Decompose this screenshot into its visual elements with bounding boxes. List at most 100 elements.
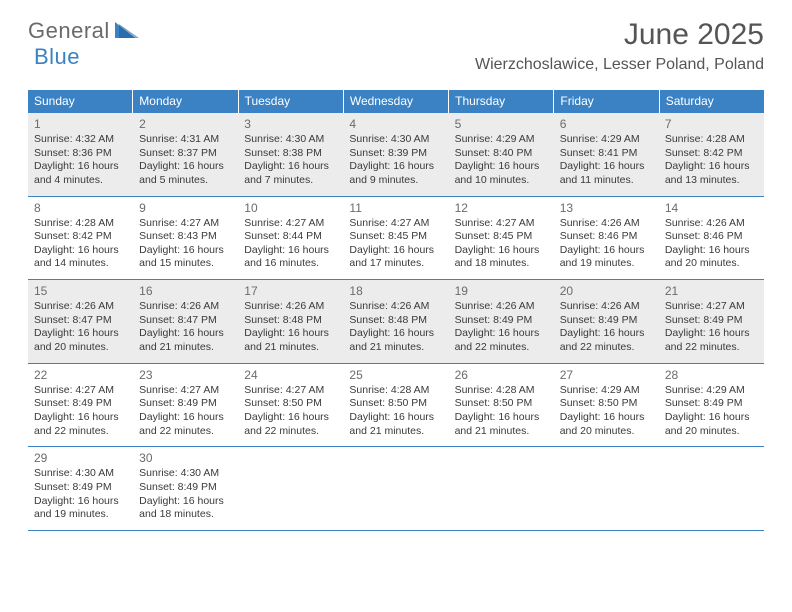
sunrise-line: Sunrise: 4:27 AM xyxy=(349,217,442,231)
daylight-line: Daylight: 16 hours and 18 minutes. xyxy=(139,495,232,522)
sunrise-line: Sunrise: 4:29 AM xyxy=(560,133,653,147)
sunset-line: Sunset: 8:44 PM xyxy=(244,230,337,244)
sunrise-line: Sunrise: 4:31 AM xyxy=(139,133,232,147)
day-cell: 11Sunrise: 4:27 AMSunset: 8:45 PMDayligh… xyxy=(343,197,448,280)
sunrise-line: Sunrise: 4:27 AM xyxy=(244,384,337,398)
day-cell: 24Sunrise: 4:27 AMSunset: 8:50 PMDayligh… xyxy=(238,364,343,447)
day-number: 24 xyxy=(244,368,337,382)
week-row: 8 Sunrise: 4:28 AMSunset: 8:42 PM Daylight… xyxy=(28,197,764,281)
daylight-line: Daylight: 16 hours and 22 minutes. xyxy=(665,327,758,354)
weeks-container: 1 Sunrise: 4:32 AMSunset: 8:36 PM Daylight… xyxy=(28,113,764,531)
sunset-line: Sunset: 8:49 PM xyxy=(455,314,548,328)
sunrise-line: Sunrise: 4:28 AM xyxy=(34,217,127,231)
daylight-line: Daylight: 16 hours and 13 minutes. xyxy=(665,160,758,187)
sunrise-line: Sunrise: 4:30 AM xyxy=(244,133,337,147)
day-cell: 2 Sunrise: 4:31 AMSunset: 8:37 PMDaylight… xyxy=(133,113,238,196)
weekday-header-row: SundayMondayTuesdayWednesdayThursdayFrid… xyxy=(28,90,764,113)
day-number: 3 xyxy=(244,117,337,131)
daylight-line: Daylight: 16 hours and 15 minutes. xyxy=(139,244,232,271)
sunset-line: Sunset: 8:49 PM xyxy=(139,481,232,495)
sunrise-line: Sunrise: 4:26 AM xyxy=(560,300,653,314)
day-number: 15 xyxy=(34,284,127,298)
sunset-line: Sunset: 8:50 PM xyxy=(349,397,442,411)
day-cell xyxy=(449,447,554,530)
daylight-line: Daylight: 16 hours and 21 minutes. xyxy=(455,411,548,438)
day-cell: 16Sunrise: 4:26 AMSunset: 8:47 PMDayligh… xyxy=(133,280,238,363)
day-number: 29 xyxy=(34,451,127,465)
day-number: 7 xyxy=(665,117,758,131)
sunset-line: Sunset: 8:40 PM xyxy=(455,147,548,161)
day-number: 1 xyxy=(34,117,127,131)
sunset-line: Sunset: 8:47 PM xyxy=(139,314,232,328)
day-number: 23 xyxy=(139,368,232,382)
sunset-line: Sunset: 8:36 PM xyxy=(34,147,127,161)
day-number: 2 xyxy=(139,117,232,131)
day-number: 8 xyxy=(34,201,127,215)
weekday-header-saturday: Saturday xyxy=(660,90,764,113)
day-cell: 20Sunrise: 4:26 AMSunset: 8:49 PMDayligh… xyxy=(554,280,659,363)
day-cell xyxy=(343,447,448,530)
sunset-line: Sunset: 8:49 PM xyxy=(560,314,653,328)
sunrise-line: Sunrise: 4:29 AM xyxy=(560,384,653,398)
day-number: 12 xyxy=(455,201,548,215)
sunrise-line: Sunrise: 4:32 AM xyxy=(34,133,127,147)
location-subtitle: Wierzchoslawice, Lesser Poland, Poland xyxy=(475,56,764,74)
day-number: 22 xyxy=(34,368,127,382)
day-number: 9 xyxy=(139,201,232,215)
daylight-line: Daylight: 16 hours and 21 minutes. xyxy=(349,327,442,354)
sunrise-line: Sunrise: 4:28 AM xyxy=(665,133,758,147)
daylight-line: Daylight: 16 hours and 19 minutes. xyxy=(560,244,653,271)
daylight-line: Daylight: 16 hours and 21 minutes. xyxy=(349,411,442,438)
daylight-line: Daylight: 16 hours and 21 minutes. xyxy=(244,327,337,354)
sunset-line: Sunset: 8:42 PM xyxy=(665,147,758,161)
day-cell: 23Sunrise: 4:27 AMSunset: 8:49 PMDayligh… xyxy=(133,364,238,447)
sunset-line: Sunset: 8:49 PM xyxy=(34,481,127,495)
month-title: June 2025 xyxy=(475,18,764,52)
sunset-line: Sunset: 8:37 PM xyxy=(139,147,232,161)
week-row: 1 Sunrise: 4:32 AMSunset: 8:36 PM Daylight… xyxy=(28,113,764,197)
sunset-line: Sunset: 8:47 PM xyxy=(34,314,127,328)
day-cell: 25Sunrise: 4:28 AMSunset: 8:50 PMDayligh… xyxy=(343,364,448,447)
sunrise-line: Sunrise: 4:27 AM xyxy=(139,384,232,398)
day-cell: 13 Sunrise: 4:26 AMSunset: 8:46 PMDayligh… xyxy=(554,197,659,280)
sunset-line: Sunset: 8:46 PM xyxy=(560,230,653,244)
sunset-line: Sunset: 8:42 PM xyxy=(34,230,127,244)
day-cell: 28Sunrise: 4:29 AMSunset: 8:49 PMDayligh… xyxy=(659,364,764,447)
day-cell xyxy=(554,447,659,530)
day-cell: 8Sunrise: 4:28 AMSunset: 8:42 PMDaylight… xyxy=(28,197,133,280)
sunrise-line: Sunrise: 4:29 AM xyxy=(455,133,548,147)
day-number: 19 xyxy=(455,284,548,298)
weekday-header-sunday: Sunday xyxy=(28,90,133,113)
day-number: 21 xyxy=(665,284,758,298)
day-number: 20 xyxy=(560,284,653,298)
sunrise-line: Sunrise: 4:29 AM xyxy=(665,384,758,398)
sunrise-line: Sunrise: 4:26 AM xyxy=(455,300,548,314)
daylight-line: Daylight: 16 hours and 20 minutes. xyxy=(560,411,653,438)
sunrise-line: Sunrise: 4:26 AM xyxy=(560,217,653,231)
week-row: 15Sunrise: 4:26 AMSunset: 8:47 PMDayligh… xyxy=(28,280,764,364)
daylight-line: Daylight: 16 hours and 22 minutes. xyxy=(244,411,337,438)
day-cell xyxy=(238,447,343,530)
day-cell: 12Sunrise: 4:27 AMSunset: 8:45 PMDayligh… xyxy=(449,197,554,280)
daylight-line: Daylight: 16 hours and 22 minutes. xyxy=(455,327,548,354)
sunset-line: Sunset: 8:45 PM xyxy=(349,230,442,244)
daylight-line: Daylight: 16 hours and 7 minutes. xyxy=(244,160,337,187)
day-number: 28 xyxy=(665,368,758,382)
day-cell xyxy=(659,447,764,530)
day-number: 30 xyxy=(139,451,232,465)
daylight-line: Daylight: 16 hours and 17 minutes. xyxy=(349,244,442,271)
sunset-line: Sunset: 8:49 PM xyxy=(34,397,127,411)
page-header: General June 2025 Wierzchoslawice, Lesse… xyxy=(0,0,792,82)
daylight-line: Daylight: 16 hours and 5 minutes. xyxy=(139,160,232,187)
daylight-line: Daylight: 16 hours and 9 minutes. xyxy=(349,160,442,187)
day-cell: 4Sunrise: 4:30 AMSunset: 8:39 PMDaylight… xyxy=(343,113,448,196)
daylight-line: Daylight: 16 hours and 21 minutes. xyxy=(139,327,232,354)
sunset-line: Sunset: 8:38 PM xyxy=(244,147,337,161)
day-number: 13 xyxy=(560,201,653,215)
weekday-header-friday: Friday xyxy=(554,90,659,113)
day-number: 14 xyxy=(665,201,758,215)
sunrise-line: Sunrise: 4:27 AM xyxy=(455,217,548,231)
title-block: June 2025 Wierzchoslawice, Lesser Poland… xyxy=(475,18,764,74)
logo-text-blue: Blue xyxy=(34,44,80,69)
daylight-line: Daylight: 16 hours and 11 minutes. xyxy=(560,160,653,187)
